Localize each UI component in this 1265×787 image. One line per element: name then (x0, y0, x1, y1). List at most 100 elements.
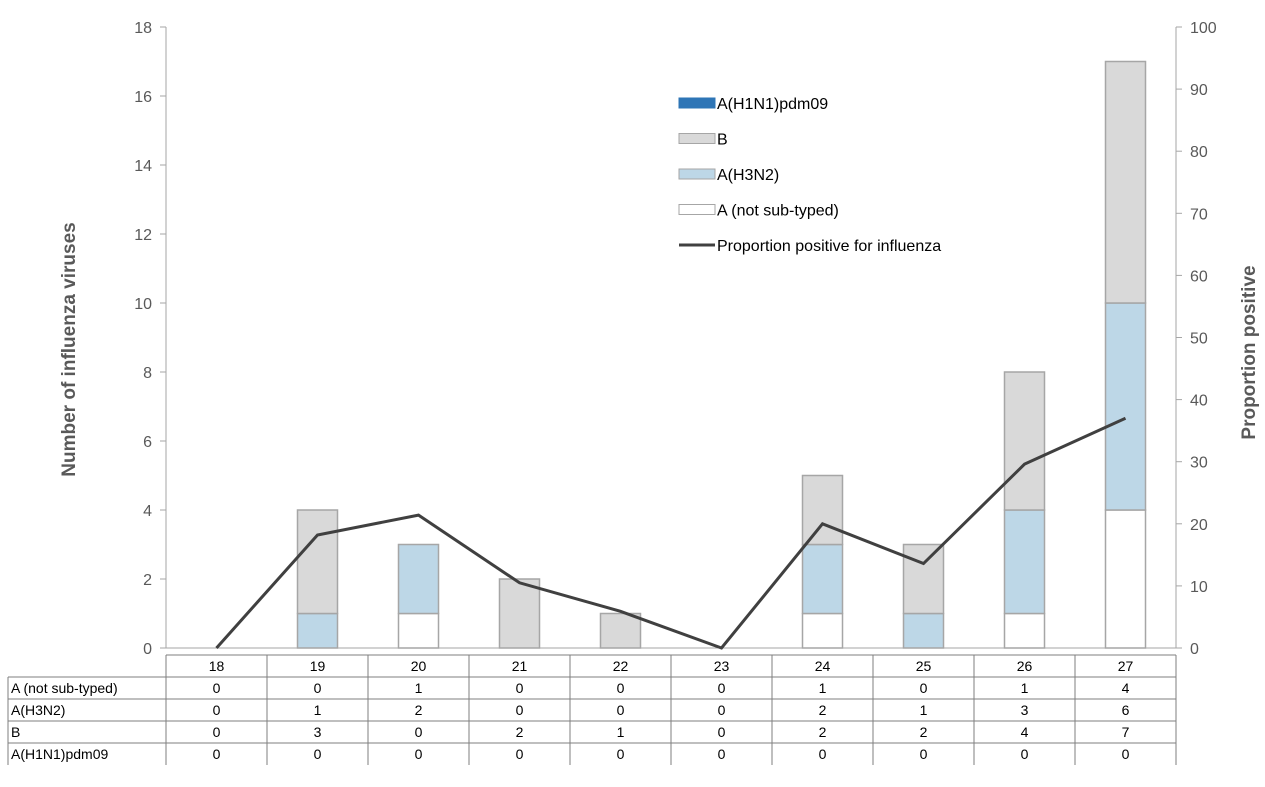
bar-b-week-26 (1003, 371, 1046, 511)
x-tick-label-23: 23 (714, 658, 730, 674)
y2-tick-label-30: 30 (1190, 455, 1208, 472)
table-cell-a-not-sub-typed-week-23: 0 (718, 680, 726, 696)
table-cell-a-h1n1-pdm09-week-20: 0 (415, 746, 423, 762)
table-cell-a-h1n1-pdm09-week-24: 0 (819, 746, 827, 762)
table-cell-a-not-sub-typed-week-22: 0 (617, 680, 625, 696)
legend-label-b: B (717, 132, 728, 149)
y-axis-title: Number of influenza viruses (59, 222, 80, 476)
bar-layer (296, 60, 1147, 649)
y2-tick-label-40: 40 (1190, 393, 1208, 410)
table-cell-a-h1n1-pdm09-week-26: 0 (1021, 746, 1029, 762)
legend: A(H1N1)pdm09 B A(H3N2) A (not sub-typed) Pro… (678, 96, 941, 255)
y-tick-label-0: 0 (143, 641, 152, 658)
table-cell-a-h3n2-week-20: 2 (415, 702, 423, 718)
y2-tick-label-100: 100 (1190, 20, 1217, 37)
table-row-label-a-not-sub-typed: A (not sub-typed) (11, 680, 118, 696)
bar-a-h3n2-week-26 (1003, 509, 1046, 615)
table-cell-a-not-sub-typed-week-20: 1 (415, 680, 423, 696)
y-tick-label-12: 12 (134, 227, 152, 244)
y-tick-label-8: 8 (143, 365, 152, 382)
table-cell-a-h1n1-pdm09-week-19: 0 (314, 746, 322, 762)
legend-swatch-a-h3n2 (678, 168, 716, 180)
data-table: 18 19 20 21 22 23 24 25 26 27A (not sub-typed) 0 0 1… (7, 654, 1177, 765)
y2-tick-label-0: 0 (1190, 641, 1199, 658)
y-tick-label-2: 2 (143, 572, 152, 589)
legend-swatch-b (678, 133, 716, 144)
x-tick-label-24: 24 (815, 658, 831, 674)
table-cell-a-not-sub-typed-week-19: 0 (314, 680, 322, 696)
table-cell-a-not-sub-typed-week-26: 1 (1021, 680, 1029, 696)
legend-swatch-a-not-sub-typed (678, 204, 716, 215)
table-cell-b-week-21: 2 (516, 724, 524, 740)
table-cell-b-week-24: 2 (819, 724, 827, 740)
bar-b-week-21 (498, 578, 541, 649)
bar-a-h3n2-week-20 (397, 543, 440, 615)
y-tick-label-14: 14 (134, 158, 152, 175)
y2-tick-label-60: 60 (1190, 268, 1208, 285)
table-cell-b-week-20: 0 (415, 724, 423, 740)
bar-a-not-sub-typed-week-20 (397, 612, 440, 649)
bar-a-h3n2-week-24 (801, 543, 844, 615)
table-cell-a-h3n2-week-18: 0 (213, 702, 221, 718)
table-cell-b-week-26: 4 (1021, 724, 1029, 740)
x-tick-label-18: 18 (209, 658, 225, 674)
table-cell-a-h1n1-pdm09-week-27: 0 (1122, 746, 1130, 762)
legend-label-a-h3n2: A(H3N2) (717, 167, 779, 184)
y-tick-label-4: 4 (143, 503, 152, 520)
bar-a-not-sub-typed-week-27 (1104, 509, 1147, 649)
table-row-label-b: B (11, 724, 20, 740)
y-tick-label-10: 10 (134, 296, 152, 313)
x-tick-label-19: 19 (310, 658, 326, 674)
bar-b-week-19 (296, 509, 339, 615)
bar-b-week-22 (599, 612, 642, 649)
x-tick-label-26: 26 (1017, 658, 1033, 674)
y-tick-label-18: 18 (134, 20, 152, 37)
table-cell-b-week-27: 7 (1122, 724, 1130, 740)
x-tick-label-20: 20 (411, 658, 427, 674)
table-cell-a-h1n1-pdm09-week-21: 0 (516, 746, 524, 762)
table-cell-a-not-sub-typed-week-18: 0 (213, 680, 221, 696)
line-layer (215, 416, 1127, 650)
bar-b-week-27 (1104, 60, 1147, 304)
x-tick-label-25: 25 (916, 658, 932, 674)
legend-swatch-a-h1n1-pdm09 (678, 97, 716, 109)
legend-label-proportion-positive-for-influenza: Proportion positive for influenza (717, 238, 941, 255)
bar-b-week-24 (801, 474, 844, 546)
bar-a-h3n2-week-19 (296, 612, 339, 649)
table-cell-a-h1n1-pdm09-week-25: 0 (920, 746, 928, 762)
table-cell-b-week-23: 0 (718, 724, 726, 740)
y2-tick-label-70: 70 (1190, 206, 1208, 223)
y-tick-label-6: 6 (143, 434, 152, 451)
table-cell-a-not-sub-typed-week-25: 0 (920, 680, 928, 696)
y2-tick-label-50: 50 (1190, 331, 1208, 348)
y2-tick-label-90: 90 (1190, 82, 1208, 99)
table-cell-a-h3n2-week-24: 2 (819, 702, 827, 718)
bar-a-not-sub-typed-week-26 (1003, 612, 1046, 649)
table-cell-a-h3n2-week-19: 1 (314, 702, 322, 718)
table-cell-b-week-25: 2 (920, 724, 928, 740)
y-tick-label-16: 16 (134, 89, 152, 106)
x-tick-label-21: 21 (512, 658, 528, 674)
table-row-label-a-h3n2: A(H3N2) (11, 702, 65, 718)
bar-b-week-25 (902, 543, 945, 615)
table-cell-a-h1n1-pdm09-week-18: 0 (213, 746, 221, 762)
bar-a-not-sub-typed-week-24 (801, 612, 844, 649)
legend-label-a-not-sub-typed: A (not sub-typed) (717, 203, 839, 220)
table-cell-a-h1n1-pdm09-week-22: 0 (617, 746, 625, 762)
y2-axis-title: Proportion positive (1239, 265, 1260, 439)
legend-label-a-h1n1-pdm09: A(H1N1)pdm09 (717, 96, 828, 113)
bar-a-h3n2-week-25 (902, 612, 945, 649)
table-cell-b-week-19: 3 (314, 724, 322, 740)
table-cell-a-not-sub-typed-week-27: 4 (1122, 680, 1130, 696)
bar-a-h3n2-week-27 (1104, 302, 1147, 511)
table-cell-a-h3n2-week-27: 6 (1122, 702, 1130, 718)
table-row-label-a-h1n1-pdm09: A(H1N1)pdm09 (11, 746, 108, 762)
table-cell-b-week-22: 1 (617, 724, 625, 740)
table-cell-a-not-sub-typed-week-21: 0 (516, 680, 524, 696)
table-cell-a-h3n2-week-25: 1 (920, 702, 928, 718)
y2-tick-label-80: 80 (1190, 144, 1208, 161)
table-cell-a-not-sub-typed-week-24: 1 (819, 680, 827, 696)
table-cell-a-h1n1-pdm09-week-23: 0 (718, 746, 726, 762)
y2-tick-label-10: 10 (1190, 579, 1208, 596)
